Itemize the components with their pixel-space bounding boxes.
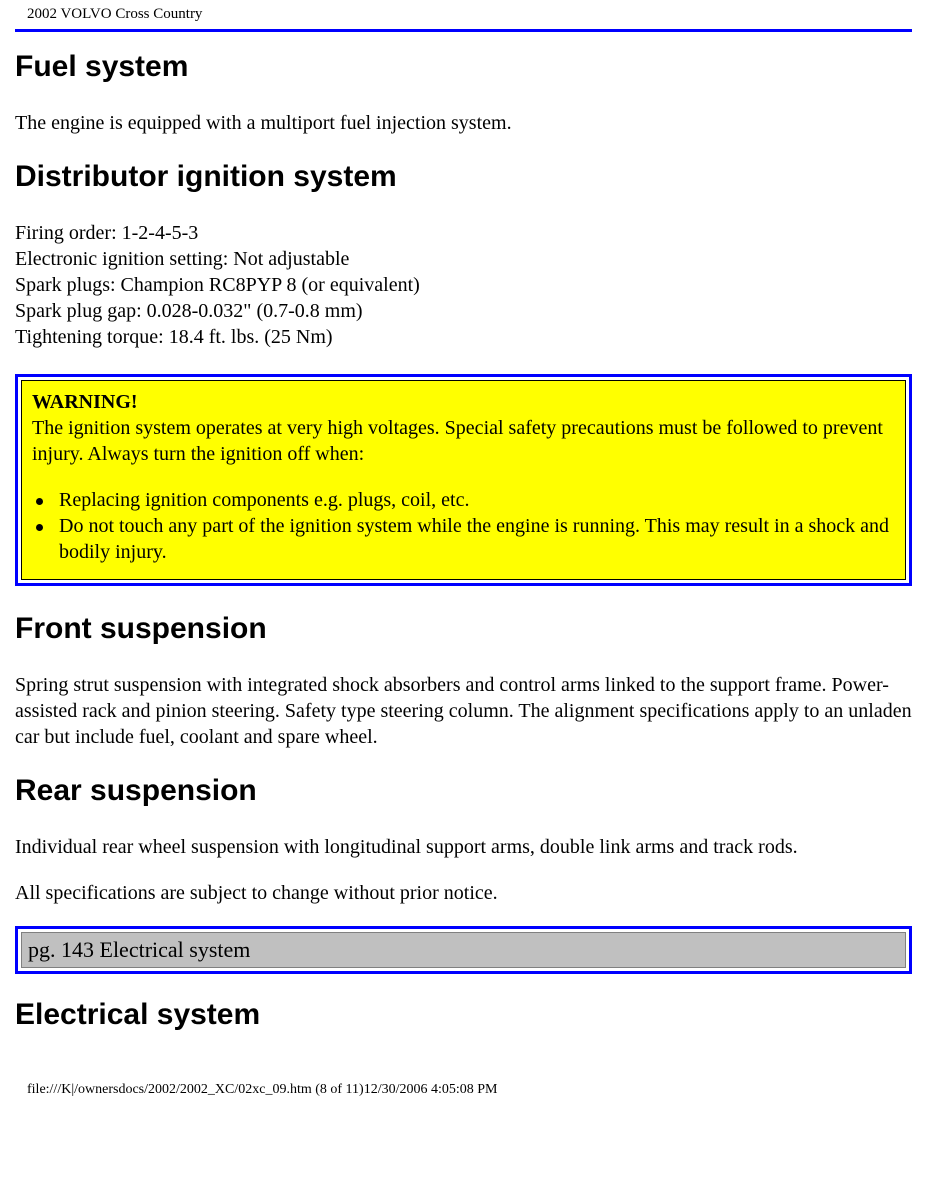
warning-bullet-1-text: Replacing ignition components e.g. plugs… (59, 487, 895, 513)
page-nav-box: pg. 143 Electrical system (15, 926, 912, 974)
warning-bullet-2-text: Do not touch any part of the ignition sy… (59, 513, 895, 565)
header-rule (15, 29, 912, 32)
rear-suspension-text-2: All specifications are subject to change… (15, 880, 912, 906)
front-suspension-text: Spring strut suspension with integrated … (15, 672, 912, 750)
warning-bullets: Replacing ignition components e.g. plugs… (32, 487, 895, 565)
fuel-system-text: The engine is equipped with a multiport … (15, 110, 912, 136)
spec-plug-gap: Spark plug gap: 0.028-0.032" (0.7-0.8 mm… (15, 298, 912, 324)
page-footer: file:///K|/ownersdocs/2002/2002_XC/02xc_… (27, 1082, 912, 1098)
warning-content: WARNING! The ignition system operates at… (21, 380, 906, 580)
heading-ignition: Distributor ignition system (15, 160, 912, 194)
warning-title: WARNING! (32, 391, 138, 413)
ignition-specs: Firing order: 1-2-4-5-3 Electronic ignit… (15, 220, 912, 350)
spec-ignition-setting: Electronic ignition setting: Not adjusta… (15, 246, 912, 272)
heading-rear-suspension: Rear suspension (15, 774, 912, 808)
page-nav-text: pg. 143 Electrical system (21, 932, 906, 968)
warning-bullet-2: Do not touch any part of the ignition sy… (32, 513, 895, 565)
warning-bullet-1: Replacing ignition components e.g. plugs… (32, 487, 895, 513)
document-page: 2002 VOLVO Cross Country Fuel system The… (0, 0, 927, 1108)
rear-suspension-text-1: Individual rear wheel suspension with lo… (15, 834, 912, 860)
spec-torque: Tightening torque: 18.4 ft. lbs. (25 Nm) (15, 324, 912, 350)
bullet-icon (36, 524, 43, 531)
bullet-icon (36, 498, 43, 505)
page-header: 2002 VOLVO Cross Country (27, 6, 912, 23)
spec-firing-order: Firing order: 1-2-4-5-3 (15, 220, 912, 246)
heading-electrical: Electrical system (15, 998, 912, 1032)
warning-box: WARNING! The ignition system operates at… (15, 374, 912, 586)
spec-spark-plugs: Spark plugs: Champion RC8PYP 8 (or equiv… (15, 272, 912, 298)
heading-front-suspension: Front suspension (15, 612, 912, 646)
heading-fuel-system: Fuel system (15, 50, 912, 84)
warning-intro: The ignition system operates at very hig… (32, 417, 883, 465)
